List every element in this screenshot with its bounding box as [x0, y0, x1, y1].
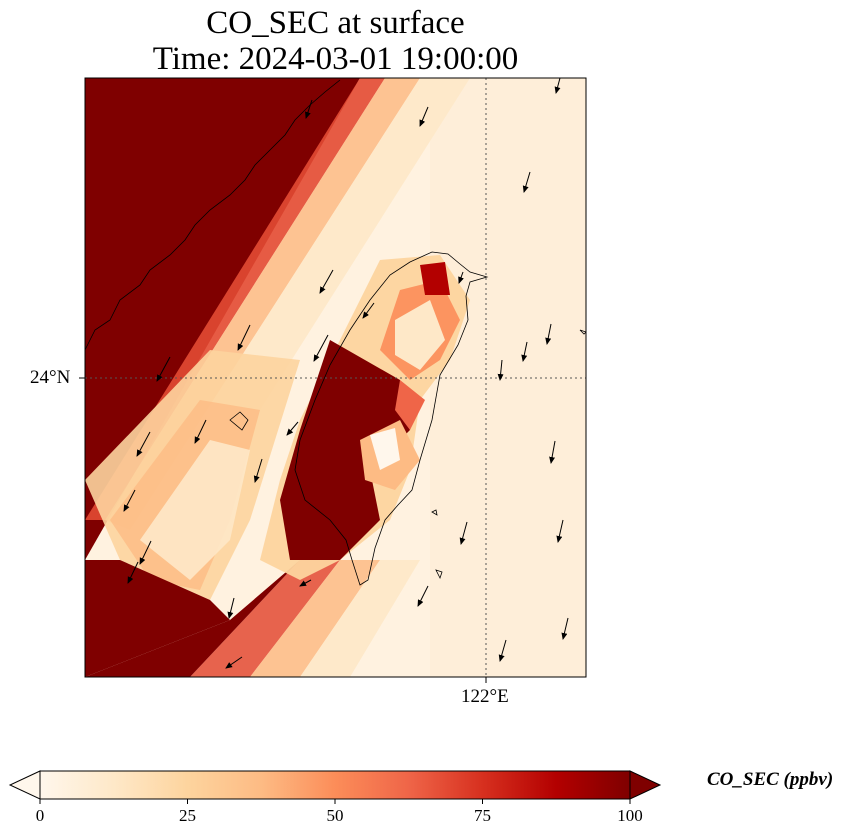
- wind-arrow: [522, 171, 531, 193]
- wind-arrow: [561, 617, 569, 640]
- colorbar-tick-label: 25: [179, 806, 196, 825]
- wind-arrow: [286, 421, 299, 436]
- colorbar-label: CO_SEC (ppbv): [707, 769, 834, 790]
- colorbar-tick-label: 100: [617, 806, 643, 825]
- colorbar-tick-label: 75: [474, 806, 491, 825]
- wind-arrow: [194, 419, 207, 444]
- wind-arrow: [305, 99, 313, 119]
- wind-arrow: [549, 440, 556, 464]
- wind-arrow: [417, 585, 429, 607]
- wind-arrow: [127, 561, 139, 584]
- wind-arrow: [237, 324, 251, 351]
- wind-arrow: [123, 489, 136, 512]
- colorbar-extend-max: [629, 770, 662, 800]
- wind-arrow: [313, 334, 329, 362]
- wind-arrow: [556, 519, 564, 543]
- wind-arrow: [253, 458, 263, 483]
- mainland-coastline: [85, 79, 341, 351]
- taiwan-coastline: [294, 251, 489, 586]
- wind-arrow: [419, 106, 429, 127]
- lat-tick-label: 24°N: [30, 367, 71, 388]
- colorbar-gradient: [39, 770, 631, 800]
- concentration-field: [85, 78, 586, 677]
- colorbar-tick-label: 0: [35, 806, 45, 825]
- wind-arrow: [319, 269, 334, 294]
- colorbar-tick-label: 50: [326, 806, 344, 825]
- wind-arrow: [299, 579, 312, 587]
- wind-arrow: [227, 597, 235, 619]
- plume-core-taiwan: [280, 340, 410, 560]
- wind-arrow: [458, 271, 464, 284]
- wind-arrow: [545, 323, 552, 345]
- wind-arrow: [362, 302, 375, 319]
- wind-arrow: [136, 431, 151, 457]
- wind-vectors: [123, 77, 569, 669]
- coastline: [85, 79, 586, 586]
- wind-arrow: [521, 341, 528, 362]
- colorbar-extend-min: [8, 770, 41, 800]
- wind-arrow: [139, 540, 152, 565]
- wind-arrow: [156, 356, 171, 382]
- wind-arrow: [459, 521, 468, 545]
- wind-arrow: [498, 639, 507, 662]
- wind-arrow: [497, 359, 504, 381]
- lon-tick-label: 122°E: [461, 686, 509, 707]
- chart-title: CO_SEC at surface: [206, 5, 465, 41]
- chart-subtitle: Time: 2024-03-01 19:00:00: [152, 41, 519, 77]
- wind-arrow: [225, 656, 243, 669]
- colorbar: [8, 770, 662, 804]
- penghu-island: [229, 411, 249, 431]
- wind-arrow: [554, 77, 561, 94]
- plume-core-southwest: [85, 560, 230, 677]
- gridlines: [85, 78, 586, 677]
